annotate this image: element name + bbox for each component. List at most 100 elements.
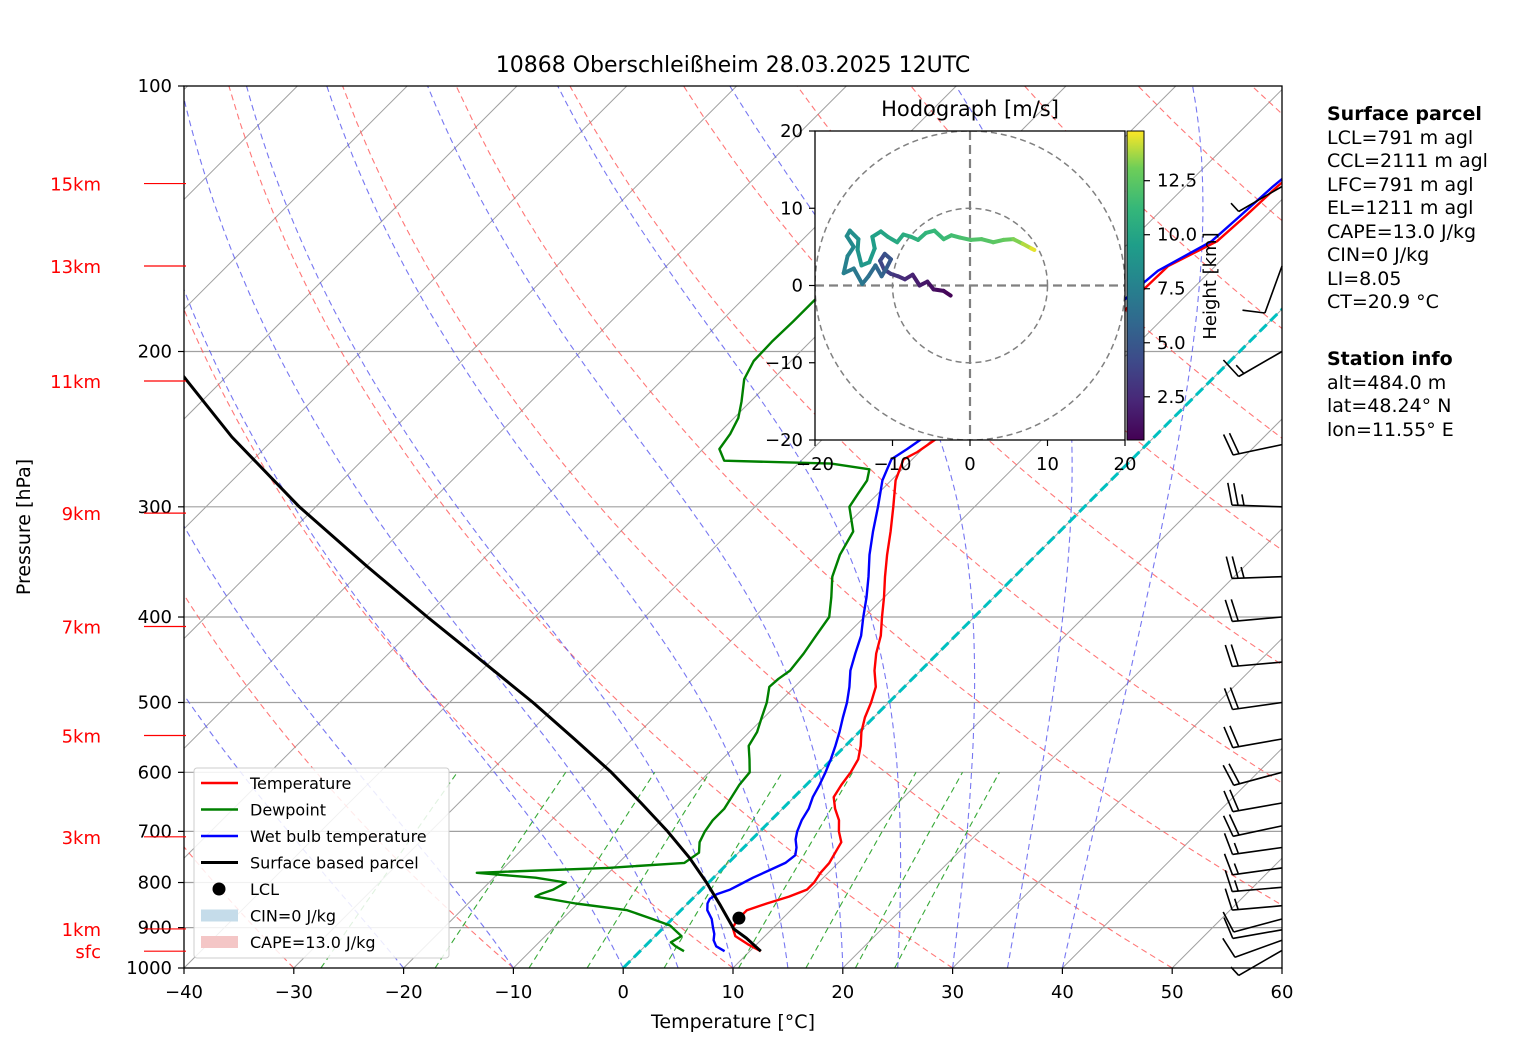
wind-barb — [1223, 917, 1283, 940]
legend-label: Surface based parcel — [250, 854, 419, 873]
dry-adiabat — [455, 86, 1282, 906]
parcel-ct: CT=20.9 °C — [1327, 291, 1439, 313]
wind-barb — [1223, 789, 1283, 813]
height-label: 9km — [62, 504, 101, 525]
y-tick-label: 200 — [138, 342, 172, 363]
legend-label: CAPE=13.0 J/kg — [250, 933, 376, 952]
hodograph-y-label: −10 — [765, 353, 803, 374]
y-tick-label: 800 — [138, 873, 172, 894]
moist-adiabat — [184, 525, 514, 968]
parcel-lcl: LCL=791 m agl — [1327, 126, 1474, 149]
hodograph-segment — [979, 237, 996, 245]
wind-barb — [1222, 814, 1283, 838]
wind-barb — [1224, 869, 1283, 893]
wind-barb — [1222, 432, 1283, 456]
x-tick-label: 20 — [831, 982, 854, 1003]
wind-barb — [1230, 185, 1283, 213]
mixing-ratio-line — [894, 772, 1000, 968]
height-label: 5km — [62, 727, 101, 748]
parcel-lfc: LFC=791 m agl — [1327, 173, 1474, 196]
y-tick-label: 100 — [138, 76, 172, 97]
hodograph-y-label: 20 — [780, 121, 803, 142]
mixing-ratio-line — [805, 772, 917, 968]
isotherm-line — [732, 418, 1282, 968]
colorbar-tick-label: 7.5 — [1157, 279, 1186, 300]
parcel-cin: CIN=0 J/kg — [1327, 244, 1430, 266]
y-tick-label: 1000 — [126, 958, 172, 979]
hodograph-x-label: 20 — [1114, 454, 1137, 475]
moist-adiabat — [427, 86, 844, 968]
legend-label: LCL — [250, 880, 279, 899]
height-label: 3km — [62, 828, 101, 849]
colorbar-tick-label: 12.5 — [1157, 171, 1197, 192]
y-tick-label: 700 — [138, 821, 172, 842]
legend-label: CIN=0 J/kg — [250, 907, 336, 926]
lcl-marker — [732, 911, 746, 925]
legend-label: Dewpoint — [250, 801, 326, 820]
mixing-ratio-line — [738, 772, 854, 968]
legend-swatch — [212, 882, 226, 896]
mixing-ratio-line — [663, 772, 783, 968]
x-tick-label: 50 — [1161, 982, 1184, 1003]
wind-barbs — [1222, 185, 1283, 977]
height-label: 15km — [50, 175, 101, 196]
hodograph-inset: Hodograph [m/s] −20 −10 0 10 20 20 10 0 −10 −20 2.5… — [765, 97, 1221, 475]
hodograph-x-label: 10 — [1036, 454, 1059, 475]
parcel-el: EL=1211 m agl — [1327, 197, 1474, 219]
isotherm-line — [184, 86, 518, 420]
dry-adiabat — [184, 308, 734, 968]
wind-barb — [1223, 853, 1283, 876]
wind-barb — [1225, 556, 1283, 580]
moist-adiabat — [245, 86, 734, 968]
wind-barb — [1242, 265, 1283, 314]
parcel-cape: CAPE=13.0 J/kg — [1327, 220, 1477, 243]
y-tick-label: 900 — [138, 918, 172, 939]
station-info-heading: Station info — [1327, 348, 1453, 370]
x-axis-label: Temperature [°C] — [650, 1011, 815, 1033]
hodograph-segment — [867, 246, 877, 265]
mixing-ratio-line — [434, 771, 567, 968]
moist-adiabat — [1061, 86, 1204, 968]
axes-labels: −40 −30 −20 −10 0 10 20 30 40 50 60100200300400500… — [50, 76, 1293, 1003]
surface-parcel-panel: Surface parcel LCL=791 m agl CCL=2111 m … — [1327, 103, 1488, 315]
wind-barb — [1223, 833, 1283, 856]
hodograph-segment — [932, 228, 946, 242]
legend-swatch — [201, 909, 238, 922]
y-tick-label: 500 — [138, 692, 172, 713]
x-tick-label: 0 — [617, 982, 628, 1003]
isotherm-line — [1062, 747, 1282, 968]
legend-swatch — [201, 936, 238, 948]
x-tick-label: −20 — [385, 982, 423, 1003]
hodograph-segment — [855, 247, 864, 268]
wind-barb — [1230, 949, 1283, 977]
isotherm-line — [184, 86, 408, 310]
series-dewpoint — [475, 148, 978, 953]
legend-label: Wet bulb temperature — [250, 827, 427, 846]
dry-adiabat — [228, 86, 953, 968]
height-label: 11km — [50, 372, 101, 393]
isotherm-line — [952, 637, 1282, 968]
hodograph-y-label: −20 — [765, 430, 803, 451]
wind-barb — [1224, 888, 1283, 911]
series-surface-based-parcel — [184, 374, 762, 953]
legend-box — [193, 767, 450, 959]
isotherm-line — [184, 86, 628, 530]
y-tick-label: 400 — [138, 607, 172, 628]
wind-barb — [1222, 763, 1283, 787]
hodograph-title: Hodograph [m/s] — [881, 97, 1059, 121]
legend-label: Temperature — [249, 774, 351, 793]
mixing-ratio-line — [528, 771, 656, 968]
wind-barb — [1222, 937, 1283, 959]
wind-barb — [1223, 687, 1283, 711]
hodograph-y-label: 10 — [780, 198, 803, 219]
surface-parcel-heading: Surface parcel — [1327, 103, 1482, 125]
hodograph-segment — [851, 266, 865, 286]
moist-adiabat — [184, 96, 679, 968]
wind-barb — [1223, 725, 1283, 749]
legend: Temperature Dewpoint Wet bulb temperature S… — [193, 767, 450, 959]
colorbar-tick-label: 2.5 — [1157, 387, 1186, 408]
parcel-ccl: CCL=2111 m agl — [1327, 150, 1488, 172]
colorbar-tick-label: 10.0 — [1157, 225, 1197, 246]
wind-barb — [1222, 911, 1283, 933]
